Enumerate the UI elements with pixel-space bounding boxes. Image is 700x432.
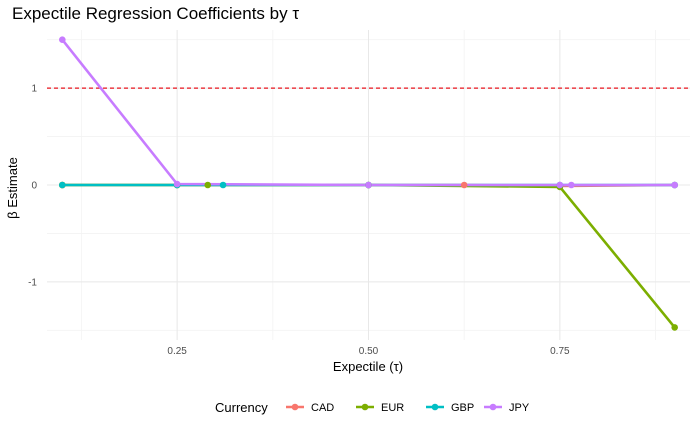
x-axis-label: Expectile (τ) [333, 359, 403, 374]
legend-swatch-dot-cad [291, 403, 299, 411]
data-point-jpy [671, 181, 678, 189]
x-tick-label: 0.50 [359, 346, 379, 357]
y-tick-label: 0 [31, 181, 37, 192]
legend: Currency CAD EUR GBP JPY [215, 400, 530, 415]
data-point-gbp [59, 181, 66, 189]
axis-ticks: 0.25 0.50 0.75 -1 0 1 [28, 84, 570, 357]
legend-title: Currency [215, 400, 268, 415]
legend-label-jpy: JPY [509, 402, 530, 414]
legend-label-cad: CAD [311, 402, 334, 414]
data-point-jpy [173, 180, 181, 188]
y-axis-label: β Estimate [5, 157, 20, 219]
legend-swatch-dot-gbp [431, 403, 439, 411]
legend-swatch-dot-jpy [489, 403, 497, 411]
legend-swatch-dot-eur [361, 403, 369, 411]
data-point-jpy [59, 36, 66, 43]
x-tick-label: 0.25 [167, 346, 187, 357]
chart-title: Expectile Regression Coefficients by τ [12, 4, 299, 23]
data-point-jpy [556, 181, 564, 189]
legend-label-gbp: GBP [451, 402, 474, 414]
data-point-cad [460, 181, 468, 189]
y-tick-label: -1 [28, 277, 37, 288]
legend-label-eur: EUR [381, 402, 404, 414]
x-tick-label: 0.75 [550, 346, 570, 357]
series-points [59, 36, 678, 331]
y-tick-label: 1 [31, 84, 37, 95]
data-point-jpy [365, 181, 372, 189]
data-point-jpy [568, 181, 575, 189]
data-point-eur [671, 324, 678, 331]
data-point-gbp [219, 181, 227, 189]
data-point-eur [204, 181, 212, 189]
